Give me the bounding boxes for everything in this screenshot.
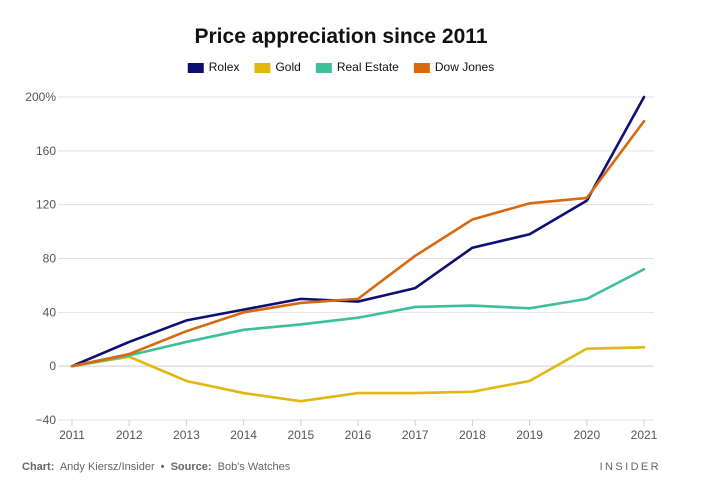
y-tick-label: 0 (49, 359, 56, 373)
legend-item: Gold (254, 60, 301, 74)
x-tick-label: 2015 (287, 428, 314, 442)
y-tick-label: 120 (36, 198, 56, 212)
y-tick-label: 40 (43, 305, 57, 319)
legend-item: Rolex (187, 60, 240, 74)
legend-swatch (187, 63, 204, 73)
x-tick-label: 2013 (173, 428, 200, 442)
series-lines (70, 95, 646, 403)
footer: Chart: Andy Kiersz/Insider • Source: Bob… (22, 461, 661, 473)
legend-item: Real Estate (315, 60, 399, 74)
y-tick-label: −40 (36, 413, 57, 427)
series-line-dow-jones (70, 119, 646, 368)
footer-source-name: Bob's Watches (218, 461, 291, 473)
legend-item: Dow Jones (413, 60, 494, 74)
x-tick-label: 2016 (345, 428, 372, 442)
chart-title: Price appreciation since 2011 (195, 25, 488, 48)
x-tick-label: 2020 (573, 428, 600, 442)
x-tick-label: 2012 (116, 428, 143, 442)
y-tick-label: 80 (43, 252, 57, 266)
legend-swatch (413, 63, 430, 73)
footer-bullet: • (161, 461, 165, 473)
legend: Rolex Gold Real Estate Dow Jones (187, 60, 494, 74)
x-tick-label: 2014 (230, 428, 257, 442)
x-tick-label: 2021 (631, 428, 658, 442)
insider-logo-text: INSIDER (600, 461, 661, 473)
legend-label: Real Estate (337, 60, 399, 74)
x-axis: 2011 2012 2013 2014 2015 2016 2017 2018 2019 2020… (59, 420, 658, 442)
legend-label: Dow Jones (435, 60, 494, 74)
legend-swatch (315, 63, 332, 73)
legend-swatch (254, 63, 271, 73)
series-line-rolex (70, 95, 646, 368)
footer-chart-author: Andy Kiersz/Insider (60, 461, 155, 473)
footer-credit: Chart: Andy Kiersz/Insider • Source: Bob… (22, 461, 291, 473)
gridlines (58, 96, 654, 421)
x-tick-label: 2011 (59, 428, 85, 442)
series-line-real-estate (70, 267, 646, 368)
legend-label: Gold (275, 60, 300, 74)
y-tick-label: 200% (25, 90, 56, 104)
series-line-gold (70, 346, 646, 403)
y-tick-label: 160 (36, 144, 56, 158)
footer-chart-prefix: Chart: (22, 461, 54, 473)
footer-source-prefix: Source: (171, 461, 212, 473)
y-axis: −40 0 40 80 120 160 200% (25, 90, 56, 427)
x-tick-label: 2019 (516, 428, 543, 442)
x-tick-label: 2018 (459, 428, 486, 442)
legend-label: Rolex (209, 60, 240, 74)
x-tick-label: 2017 (402, 428, 429, 442)
